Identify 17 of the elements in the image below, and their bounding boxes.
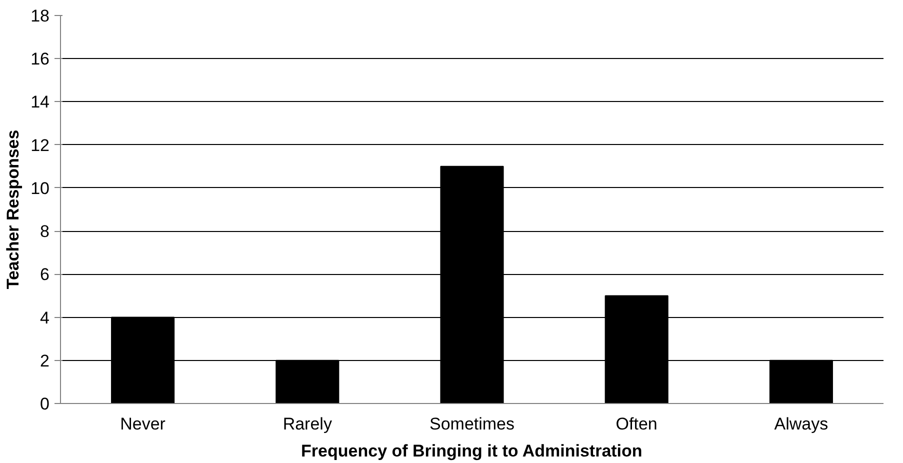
y-tick-label: 12	[30, 136, 50, 155]
y-tick-label: 14	[30, 92, 50, 112]
y-tick-label: 16	[30, 50, 50, 69]
x-tick-label: Often	[616, 414, 658, 434]
y-tick-label: 4	[40, 308, 50, 328]
x-tick-label: Never	[120, 414, 166, 434]
y-tick-label: 8	[40, 222, 50, 242]
x-tick-label: Rarely	[282, 414, 332, 434]
y-tick-label: 2	[40, 351, 50, 370]
y-axis-title: Teacher Responses	[4, 130, 23, 290]
y-tick-label: 0	[40, 394, 50, 414]
x-tick-label: Always	[774, 414, 828, 434]
x-axis-title: Frequency of Bringing it to Administration	[301, 442, 642, 460]
y-tick-label: 18	[30, 6, 50, 26]
y-tick-label: 6	[40, 265, 50, 284]
x-tick-label: Sometimes	[429, 414, 515, 434]
y-tick-label: 10	[30, 178, 50, 198]
